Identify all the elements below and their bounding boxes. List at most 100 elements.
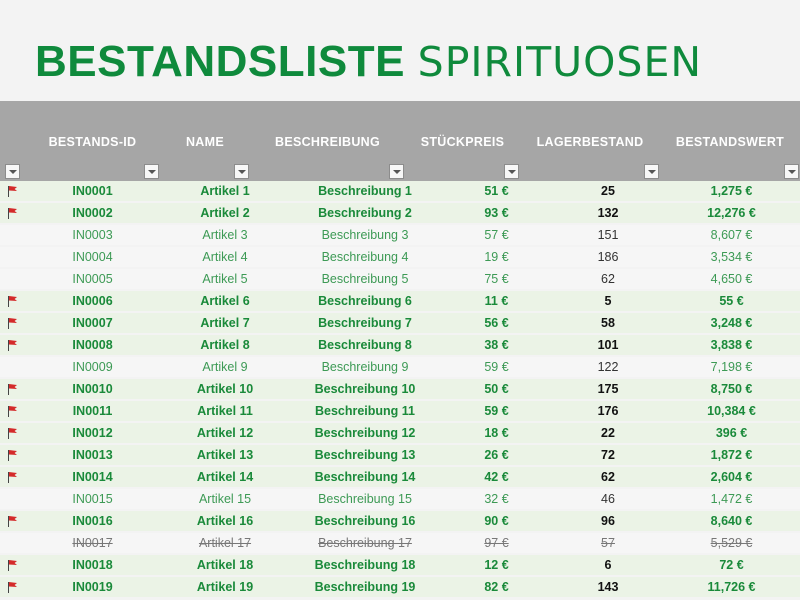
id-cell[interactable]: IN0013 bbox=[72, 448, 113, 462]
value-cell[interactable]: 11,726 € bbox=[707, 580, 756, 594]
filter-dropdown-icon[interactable] bbox=[389, 164, 404, 179]
stock-cell[interactable]: 186 bbox=[597, 250, 619, 264]
table-row[interactable]: IN0007 Artikel 7 Beschreibung 7 56 € 58 3,248… bbox=[0, 313, 800, 333]
id-cell[interactable]: IN0011 bbox=[72, 404, 113, 418]
price-cell[interactable]: 97 € bbox=[484, 536, 509, 550]
name-cell[interactable]: Artikel 3 bbox=[202, 228, 248, 242]
description-cell[interactable]: Beschreibung 2 bbox=[318, 206, 412, 220]
description-cell[interactable]: Beschreibung 17 bbox=[318, 536, 412, 550]
name-cell[interactable]: Artikel 11 bbox=[197, 404, 253, 418]
table-row[interactable]: IN0002 Artikel 2 Beschreibung 2 93 € 132 12,2… bbox=[0, 203, 800, 223]
value-cell[interactable]: 3,838 € bbox=[710, 338, 753, 352]
name-cell[interactable]: Artikel 8 bbox=[200, 338, 250, 352]
id-cell[interactable]: IN0019 bbox=[72, 580, 113, 594]
price-cell[interactable]: 56 € bbox=[484, 316, 509, 330]
value-cell[interactable]: 396 € bbox=[715, 426, 748, 440]
filter-dropdown-icon[interactable] bbox=[5, 164, 20, 179]
description-cell[interactable]: Beschreibung 12 bbox=[314, 426, 416, 440]
table-row[interactable]: IN0013 Artikel 13 Beschreibung 13 26 € 72 1,8… bbox=[0, 445, 800, 465]
id-cell[interactable]: IN0016 bbox=[72, 514, 113, 528]
id-cell[interactable]: IN0015 bbox=[72, 492, 113, 506]
table-row[interactable]: IN0019 Artikel 19 Beschreibung 19 82 € 143 11… bbox=[0, 577, 800, 597]
description-cell[interactable]: Beschreibung 6 bbox=[318, 294, 412, 308]
value-cell[interactable]: 8,640 € bbox=[710, 514, 753, 528]
price-cell[interactable]: 93 € bbox=[484, 206, 509, 220]
name-cell[interactable]: Artikel 14 bbox=[196, 470, 254, 484]
name-cell[interactable]: Artikel 4 bbox=[202, 250, 248, 264]
value-cell[interactable]: 7,198 € bbox=[710, 360, 753, 374]
filter-dropdown-icon[interactable] bbox=[144, 164, 159, 179]
stock-cell[interactable]: 143 bbox=[597, 580, 619, 594]
price-cell[interactable]: 19 € bbox=[484, 250, 509, 264]
id-cell[interactable]: IN0010 bbox=[72, 382, 113, 396]
id-cell[interactable]: IN0014 bbox=[72, 470, 113, 484]
stock-cell[interactable]: 58 bbox=[601, 316, 615, 330]
table-row[interactable]: IN0006 Artikel 6 Beschreibung 6 11 € 5 55 € bbox=[0, 291, 800, 311]
description-cell[interactable]: Beschreibung 15 bbox=[318, 492, 412, 506]
price-cell[interactable]: 32 € bbox=[484, 492, 509, 506]
stock-cell[interactable]: 57 bbox=[601, 536, 615, 550]
value-cell[interactable]: 8,607 € bbox=[710, 228, 753, 242]
table-row[interactable]: IN0005 Artikel 5 Beschreibung 5 75 € 62 4,650… bbox=[0, 269, 800, 289]
description-cell[interactable]: Beschreibung 8 bbox=[318, 338, 412, 352]
name-cell[interactable]: Artikel 10 bbox=[196, 382, 254, 396]
description-cell[interactable]: Beschreibung 11 bbox=[314, 404, 416, 418]
value-cell[interactable]: 4,650 € bbox=[710, 272, 753, 286]
description-cell[interactable]: Beschreibung 18 bbox=[314, 558, 416, 572]
value-cell[interactable]: 3,534 € bbox=[710, 250, 753, 264]
stock-cell[interactable]: 72 bbox=[601, 448, 615, 462]
price-cell[interactable]: 90 € bbox=[484, 514, 509, 528]
stock-cell[interactable]: 5 bbox=[604, 294, 612, 308]
stock-cell[interactable]: 176 bbox=[597, 404, 619, 418]
description-cell[interactable]: Beschreibung 3 bbox=[321, 228, 409, 242]
table-row[interactable]: IN0003 Artikel 3 Beschreibung 3 57 € 151 8,60… bbox=[0, 225, 800, 245]
filter-dropdown-icon[interactable] bbox=[644, 164, 659, 179]
stock-cell[interactable]: 22 bbox=[601, 426, 615, 440]
table-row[interactable]: IN0001 Artikel 1 Beschreibung 1 51 € 25 1,275… bbox=[0, 181, 800, 201]
filter-dropdown-icon[interactable] bbox=[504, 164, 519, 179]
value-cell[interactable]: 1,872 € bbox=[710, 448, 753, 462]
value-cell[interactable]: 2,604 € bbox=[710, 470, 753, 484]
id-cell[interactable]: IN0007 bbox=[72, 316, 113, 330]
id-cell[interactable]: IN0002 bbox=[72, 206, 113, 220]
filter-dropdown-icon[interactable] bbox=[784, 164, 799, 179]
stock-cell[interactable]: 62 bbox=[601, 272, 615, 286]
stock-cell[interactable]: 101 bbox=[597, 338, 619, 352]
stock-cell[interactable]: 96 bbox=[601, 514, 615, 528]
description-cell[interactable]: Beschreibung 16 bbox=[314, 514, 416, 528]
price-cell[interactable]: 51 € bbox=[484, 184, 509, 198]
price-cell[interactable]: 59 € bbox=[484, 360, 509, 374]
id-cell[interactable]: IN0003 bbox=[72, 228, 113, 242]
name-cell[interactable]: Artikel 17 bbox=[198, 536, 252, 550]
stock-cell[interactable]: 151 bbox=[597, 228, 619, 242]
description-cell[interactable]: Beschreibung 19 bbox=[314, 580, 416, 594]
value-cell[interactable]: 72 € bbox=[719, 558, 744, 572]
name-cell[interactable]: Artikel 19 bbox=[196, 580, 254, 594]
name-cell[interactable]: Artikel 13 bbox=[196, 448, 254, 462]
description-cell[interactable]: Beschreibung 7 bbox=[318, 316, 412, 330]
stock-cell[interactable]: 46 bbox=[601, 492, 615, 506]
name-cell[interactable]: Artikel 7 bbox=[200, 316, 250, 330]
table-row[interactable]: IN0015 Artikel 15 Beschreibung 15 32 € 46 1,4… bbox=[0, 489, 800, 509]
price-cell[interactable]: 18 € bbox=[484, 426, 509, 440]
table-row[interactable]: IN0009 Artikel 9 Beschreibung 9 59 € 122 7,19… bbox=[0, 357, 800, 377]
id-cell[interactable]: IN0009 bbox=[72, 360, 113, 374]
value-cell[interactable]: 1,275 € bbox=[710, 184, 753, 198]
value-cell[interactable]: 10,384 € bbox=[707, 404, 756, 418]
stock-cell[interactable]: 175 bbox=[597, 382, 619, 396]
price-cell[interactable]: 50 € bbox=[484, 382, 509, 396]
table-row[interactable]: IN0014 Artikel 14 Beschreibung 14 42 € 62 2,6… bbox=[0, 467, 800, 487]
description-cell[interactable]: Beschreibung 13 bbox=[314, 448, 416, 462]
id-cell[interactable]: IN0008 bbox=[72, 338, 113, 352]
table-row[interactable]: IN0018 Artikel 18 Beschreibung 18 12 € 6 72 € bbox=[0, 555, 800, 575]
description-cell[interactable]: Beschreibung 10 bbox=[314, 382, 416, 396]
description-cell[interactable]: Beschreibung 9 bbox=[321, 360, 409, 374]
id-cell[interactable]: IN0004 bbox=[72, 250, 113, 264]
stock-cell[interactable]: 6 bbox=[604, 558, 612, 572]
id-cell[interactable]: IN0005 bbox=[72, 272, 113, 286]
name-cell[interactable]: Artikel 12 bbox=[196, 426, 254, 440]
description-cell[interactable]: Beschreibung 5 bbox=[321, 272, 409, 286]
value-cell[interactable]: 3,248 € bbox=[710, 316, 753, 330]
price-cell[interactable]: 57 € bbox=[484, 228, 509, 242]
value-cell[interactable]: 12,276 € bbox=[707, 206, 756, 220]
